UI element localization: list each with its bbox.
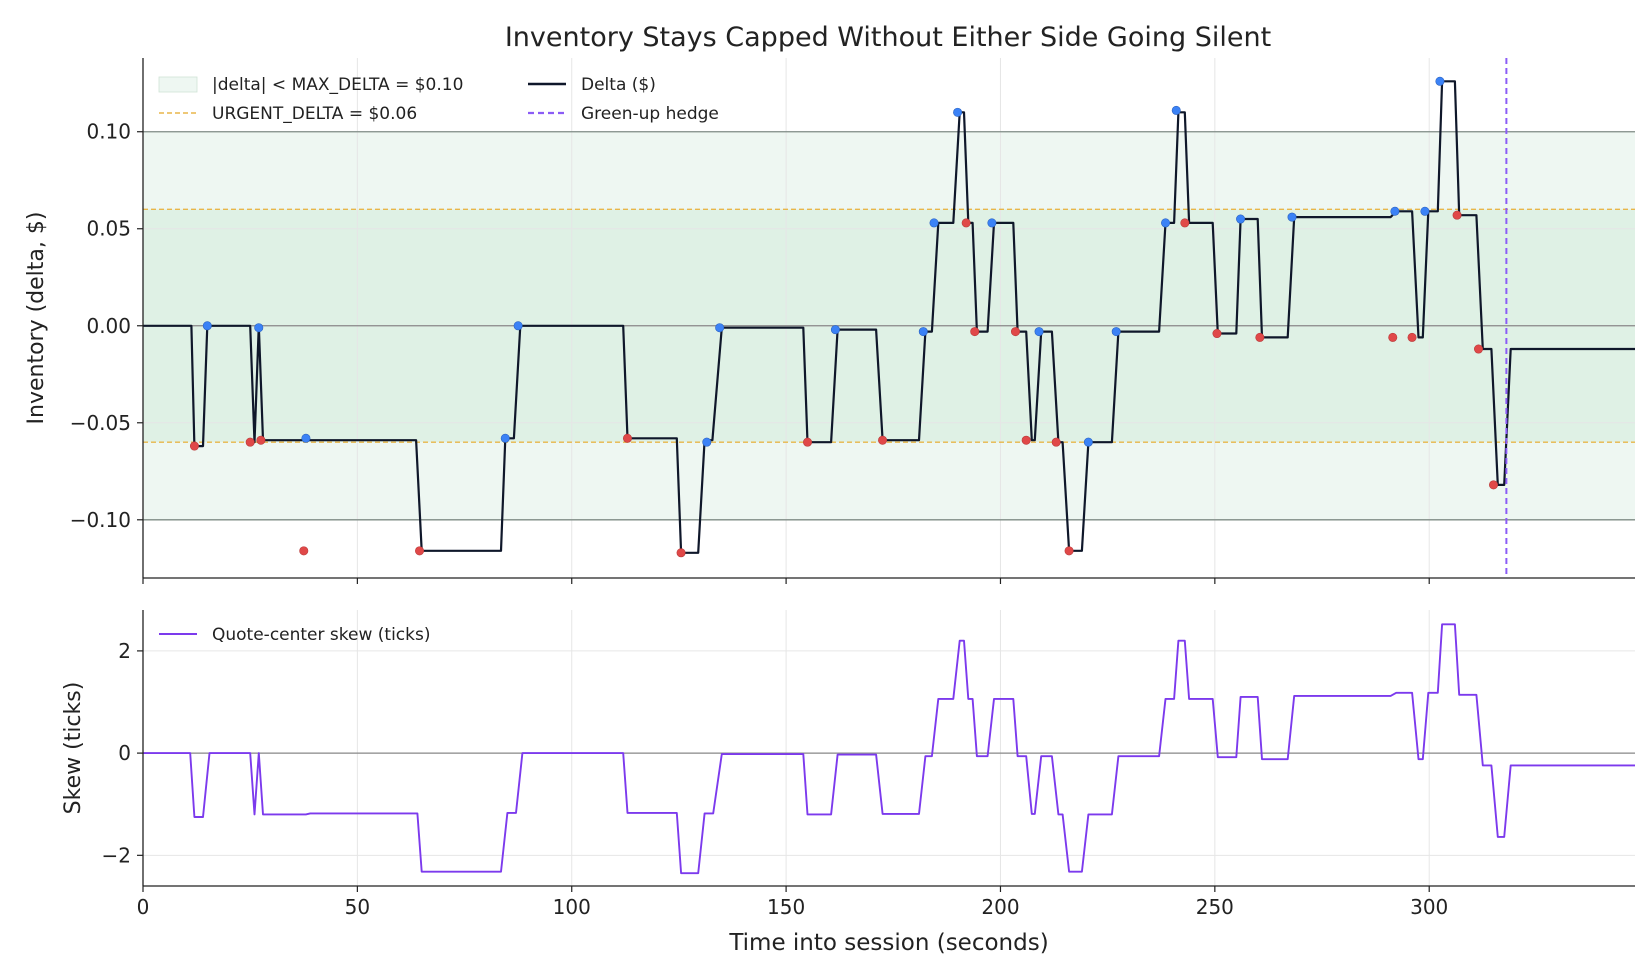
top-panel: 0.10 0.05 0.00 −0.05 −0.10 Inventory (delta,… [24, 58, 1635, 584]
y-tick-label: 0.05 [86, 217, 131, 241]
x-tick-label: 50 [345, 895, 370, 919]
bottom-y-axis-label: Skew (ticks) [61, 682, 86, 815]
ask-fill-point [1452, 210, 1462, 220]
bid-fill-point [918, 327, 928, 337]
y-tick-label: −0.10 [70, 508, 131, 532]
bid-fill-point [1236, 214, 1246, 224]
bid-fill-point [702, 437, 712, 447]
chart-title: Inventory Stays Capped Without Either Si… [505, 22, 1271, 53]
bottom-panel: 2 0 −2 0 50 100 150 200 250 300 Skew (ticks) Time… [61, 610, 1635, 956]
ask-fill-point [299, 546, 309, 556]
x-tick-label: 250 [1196, 895, 1234, 919]
skew-line [143, 623, 1635, 875]
legend-skew-label: Quote-center skew (ticks) [212, 625, 430, 645]
ask-fill-point [622, 433, 632, 443]
bid-fill-point [1435, 76, 1445, 86]
bid-fill-point [1034, 327, 1044, 337]
ask-fill-point [878, 435, 888, 445]
ask-fill-point [961, 218, 971, 228]
bottom-axes: 2 0 −2 0 50 100 150 200 250 300 [102, 610, 1635, 919]
bottom-series [143, 623, 1635, 875]
ask-fill-point [256, 435, 266, 445]
x-tick-label: 150 [767, 895, 805, 919]
bid-fill-point [1161, 218, 1171, 228]
bid-fill-point [1390, 206, 1400, 216]
top-reference-lines [143, 131, 1635, 521]
ask-fill-point [1010, 327, 1020, 337]
bottom-grid [142, 610, 1635, 886]
ask-fill-point [1489, 480, 1499, 490]
y-tick-label: 0 [118, 741, 131, 765]
ask-fill-point [189, 441, 199, 451]
bid-fill-point [953, 107, 963, 117]
ask-fill-point [1474, 344, 1484, 354]
bid-fill-point [929, 218, 939, 228]
top-legend: |delta| < MAX_DELTA = $0.10 URGENT_DELTA… [158, 75, 719, 124]
bid-fill-point [301, 433, 311, 443]
bid-fill-point [1420, 206, 1430, 216]
legend-band-swatch [158, 76, 198, 93]
ask-fill-point [245, 437, 255, 447]
bid-fill-point [987, 218, 997, 228]
x-tick-label: 300 [1410, 895, 1448, 919]
ask-fill-point [1051, 437, 1061, 447]
top-y-axis-label: Inventory (delta, $) [24, 212, 49, 425]
ask-fill-point [1064, 546, 1074, 556]
x-tick-label: 100 [553, 895, 591, 919]
y-tick-label: 0.00 [86, 314, 131, 338]
ask-fill-point [1388, 332, 1398, 342]
ask-fill-point [415, 546, 425, 556]
bid-fill-point [1287, 212, 1297, 222]
legend-urgent-label: URGENT_DELTA = $0.06 [212, 104, 417, 124]
y-tick-label: −0.05 [70, 411, 131, 435]
y-tick-label: 0.10 [86, 120, 131, 144]
bid-fill-point [1111, 327, 1121, 337]
bid-fill-point [1171, 105, 1181, 115]
top-series [143, 58, 1635, 578]
ask-fill-point [1407, 332, 1417, 342]
bid-fill-point [254, 323, 264, 333]
x-tick-label: 200 [981, 895, 1019, 919]
ask-fill-point [1021, 435, 1031, 445]
delta-line [143, 80, 1635, 554]
y-tick-label: 2 [118, 639, 131, 663]
legend-hedge-label: Green-up hedge [581, 104, 719, 124]
bid-fill-point [715, 323, 725, 333]
ask-fill-point [676, 548, 686, 558]
x-axis-label: Time into session (seconds) [728, 930, 1048, 956]
legend-delta-label: Delta ($) [581, 75, 656, 95]
bid-fill-point [830, 325, 840, 335]
ask-fill-point [970, 327, 980, 337]
top-axes: 0.10 0.05 0.00 −0.05 −0.10 [70, 58, 1635, 584]
y-tick-label: −2 [102, 843, 131, 867]
ask-fill-point [803, 437, 813, 447]
x-tick-label: 0 [137, 895, 150, 919]
ask-fill-point [1255, 332, 1265, 342]
ask-fill-point [1180, 218, 1190, 228]
ask-fill-point [1212, 329, 1222, 339]
bid-fill-point [1083, 437, 1093, 447]
legend-band-label: |delta| < MAX_DELTA = $0.10 [212, 75, 463, 95]
bottom-legend: Quote-center skew (ticks) [159, 625, 430, 645]
bid-fill-point [202, 321, 212, 331]
bid-fill-point [513, 321, 523, 331]
bid-fill-point [500, 433, 510, 443]
